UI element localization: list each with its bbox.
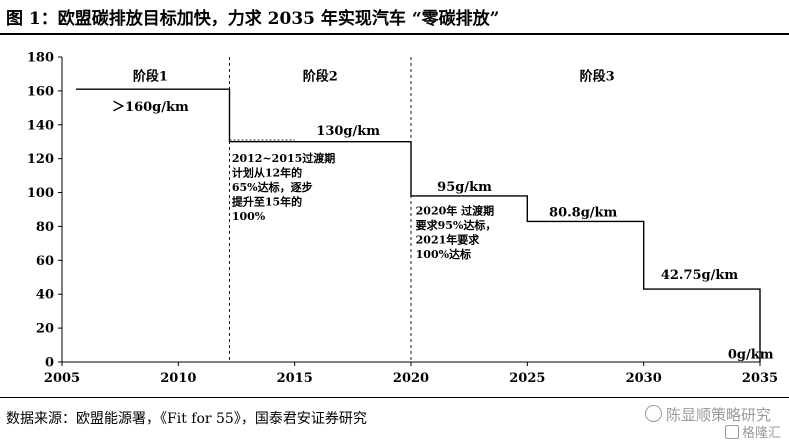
annotation-line: 2021年要求 <box>416 233 481 247</box>
series-layer <box>76 88 761 362</box>
annotation-line: 计划从12年的 <box>232 166 302 180</box>
y-tick-label: 60 <box>36 254 54 269</box>
y-tick-label: 100 <box>27 186 54 201</box>
y-tick-label: 160 <box>27 84 54 99</box>
phase-label: 阶段2 <box>303 69 338 85</box>
value-label: 95g/km <box>437 180 492 195</box>
x-tick-label: 2005 <box>44 371 80 386</box>
axes-layer: 0 20 40 60 80 100 120 140 160 180 2005 2010 2015 2020… <box>27 51 778 387</box>
y-tick-label: 80 <box>36 220 54 235</box>
figure-title: 图 1：欧盟碳排放目标加快，力求 2035 年实现汽车 “零碳排放” <box>6 9 500 29</box>
brand-text: 格隆汇 <box>741 426 781 441</box>
annotation-line: 提升至15年的 <box>232 195 302 209</box>
annotation-line: 2012~2015过渡期 <box>232 151 335 165</box>
x-tick-label: 2035 <box>742 371 778 386</box>
annotation-line: 100%达标 <box>416 247 471 261</box>
watermark-text: 陈显顺策略研究 <box>665 406 771 424</box>
x-tick-label: 2015 <box>277 371 313 386</box>
phase-label: 阶段1 <box>133 69 168 85</box>
y-tick-label: 40 <box>36 288 54 303</box>
footer-rule <box>0 397 789 398</box>
annotation-line: 100% <box>232 210 266 223</box>
y-tick-label: 20 <box>36 322 54 337</box>
x-tick-label: 2025 <box>509 371 545 386</box>
y-tick-label: 0 <box>45 356 54 371</box>
value-label: ＞160g/km <box>112 100 189 115</box>
brand-icon <box>724 425 739 439</box>
step-chart: 0 20 40 60 80 100 120 140 160 180 2005 2010 2015 2020… <box>27 51 778 387</box>
wechat-icon <box>644 405 662 422</box>
annotation-line: 2020年 过渡期 <box>416 204 494 218</box>
y-tick-label: 120 <box>27 152 54 167</box>
annotation-line: 要求95%达标， <box>416 218 497 232</box>
labels-layer: 阶段1 阶段2 阶段3 ＞160g/km 130g/km 95g/km 80.8g/km 42… <box>112 69 774 363</box>
title-rule <box>0 33 789 35</box>
watermark: 陈显顺策略研究 <box>644 404 771 425</box>
x-tick-label: 2020 <box>393 371 429 386</box>
value-label: 80.8g/km <box>549 205 618 220</box>
brand-watermark: 格隆汇 <box>724 422 781 441</box>
value-label: 0g/km <box>728 348 774 363</box>
phase-label: 阶段3 <box>580 69 615 85</box>
y-tick-label: 140 <box>27 118 54 133</box>
value-label: 130g/km <box>316 124 380 139</box>
annotation-line: 65%达标，逐步 <box>232 180 313 194</box>
emission-target-line <box>76 88 761 362</box>
y-tick-label: 180 <box>27 51 54 66</box>
source-note: 数据来源：欧盟能源署，《Fit for 55》，国泰君安证券研究 <box>6 411 367 427</box>
value-label: 42.75g/km <box>661 268 739 283</box>
title-bar: 图 1：欧盟碳排放目标加快，力求 2035 年实现汽车 “零碳排放” <box>0 0 789 42</box>
x-tick-label: 2030 <box>626 371 662 386</box>
x-tick-label: 2010 <box>160 371 196 386</box>
